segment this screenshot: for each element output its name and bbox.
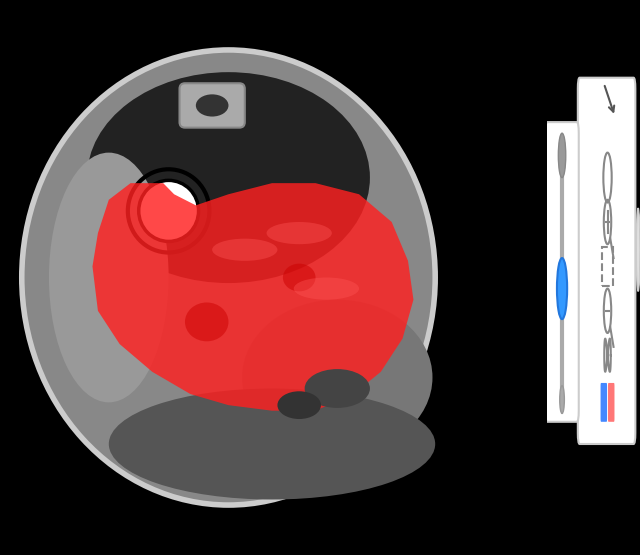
Circle shape <box>139 180 198 241</box>
Ellipse shape <box>278 391 321 419</box>
Ellipse shape <box>636 208 640 291</box>
Ellipse shape <box>87 72 370 283</box>
Circle shape <box>560 386 564 413</box>
Ellipse shape <box>212 239 278 261</box>
Ellipse shape <box>242 300 433 455</box>
FancyBboxPatch shape <box>608 383 614 422</box>
Ellipse shape <box>185 302 228 341</box>
Circle shape <box>557 258 567 319</box>
Polygon shape <box>93 183 413 411</box>
FancyBboxPatch shape <box>578 78 636 444</box>
FancyBboxPatch shape <box>179 83 245 128</box>
Circle shape <box>558 133 566 178</box>
FancyBboxPatch shape <box>545 122 579 422</box>
Ellipse shape <box>22 50 435 505</box>
Ellipse shape <box>283 264 316 291</box>
Ellipse shape <box>49 153 169 402</box>
Ellipse shape <box>267 222 332 244</box>
Ellipse shape <box>305 369 370 408</box>
Ellipse shape <box>196 94 228 117</box>
Ellipse shape <box>109 388 435 500</box>
Ellipse shape <box>294 278 359 300</box>
FancyBboxPatch shape <box>600 383 607 422</box>
